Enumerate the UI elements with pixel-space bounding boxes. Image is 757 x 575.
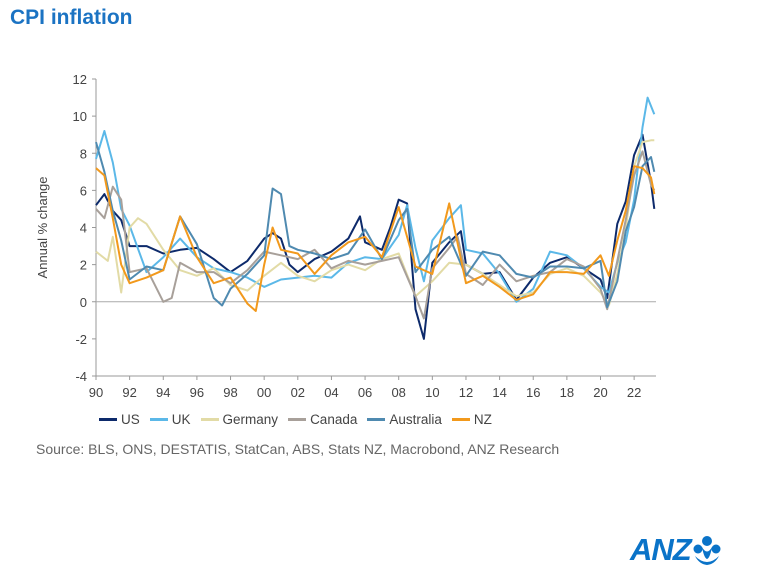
x-tick-label: 92	[122, 385, 136, 400]
chart-legend: US UK Germany Canada Australia NZ	[99, 412, 502, 427]
y-tick-label: 10	[73, 109, 87, 124]
legend-item-uk: UK	[149, 412, 191, 427]
x-tick-label: 18	[560, 385, 574, 400]
legend-swatch	[451, 418, 470, 421]
y-tick-label: 2	[80, 258, 87, 273]
legend-label: Canada	[310, 412, 358, 427]
anz-logo-text: ANZ	[630, 532, 692, 567]
legend-item-canada: Canada	[288, 412, 357, 427]
legend-label: US	[121, 412, 140, 427]
x-tick-label: 22	[627, 385, 641, 400]
legend-swatch	[99, 418, 117, 421]
x-tick-label: 12	[459, 385, 473, 400]
legend-label: NZ	[473, 412, 492, 427]
source-note: Source: BLS, ONS, DESTATIS, StatCan, ABS…	[36, 441, 560, 457]
series-line-us	[95, 133, 656, 340]
legend-swatch	[200, 418, 219, 421]
y-tick-label: -2	[75, 332, 87, 347]
y-tick-label: -4	[75, 369, 87, 384]
legend-label: Germany	[222, 412, 279, 427]
series-line-uk	[95, 96, 656, 303]
anz-people-icon	[693, 536, 721, 565]
legend-item-nz: NZ	[451, 412, 492, 427]
y-tick-label: 6	[80, 183, 87, 198]
legend-swatch	[149, 418, 168, 421]
legend-label: Australia	[389, 412, 442, 427]
x-tick-label: 98	[223, 385, 237, 400]
legend-item-australia: Australia	[367, 412, 442, 427]
x-tick-label: 06	[358, 385, 372, 400]
x-tick-label: 04	[324, 385, 338, 400]
x-tick-label: 90	[89, 385, 103, 400]
legend-swatch	[288, 418, 307, 421]
anz-logo: ANZ	[630, 532, 723, 568]
legend-item-germany: Germany	[200, 412, 279, 427]
legend-label: UK	[171, 412, 191, 427]
series-line-germany	[95, 139, 655, 307]
series-line-canada	[95, 150, 656, 320]
legend-item-us: US	[99, 412, 140, 427]
x-tick-label: 20	[593, 385, 607, 400]
series-line-nz	[95, 165, 656, 312]
x-tick-label: 14	[492, 385, 506, 400]
y-tick-label: 12	[73, 72, 87, 87]
y-tick-label: 4	[80, 221, 87, 236]
y-axis-label: Annual % change	[35, 177, 50, 279]
chart-title: CPI inflation	[10, 6, 133, 29]
x-tick-label: 00	[257, 385, 271, 400]
x-tick-label: 16	[526, 385, 540, 400]
y-tick-label: 8	[80, 146, 87, 161]
x-tick-label: 02	[291, 385, 305, 400]
legend-swatch	[367, 418, 386, 421]
x-tick-label: 96	[190, 385, 204, 400]
x-tick-label: 08	[391, 385, 405, 400]
x-tick-label: 94	[156, 385, 170, 400]
y-tick-label: 0	[80, 295, 87, 310]
series-line-australia	[95, 141, 656, 309]
x-tick-label: 10	[425, 385, 439, 400]
